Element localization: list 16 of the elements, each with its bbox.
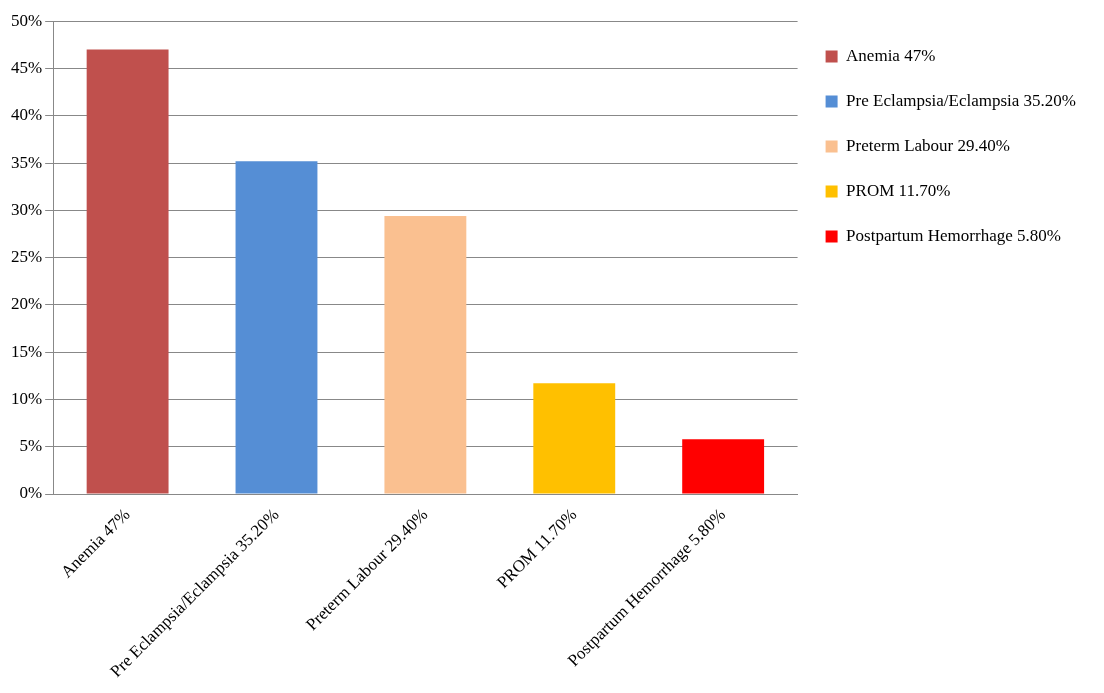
y-tick-label: 10% — [10, 388, 43, 408]
y-tick-label: 25% — [10, 247, 43, 267]
y-tick-label: 20% — [10, 294, 43, 314]
y-tick-label: 45% — [10, 57, 43, 77]
y-tick-label: 35% — [10, 152, 43, 172]
y-tick-label: 5% — [19, 436, 43, 456]
y-tick-label: 40% — [10, 105, 43, 125]
legend-label: Pre Eclampsia/Eclampsia 35.20% — [846, 90, 1077, 110]
y-tick-label: 15% — [10, 341, 43, 361]
y-tick-label: 50% — [10, 10, 43, 30]
y-tick-label: 30% — [10, 199, 43, 219]
legend-label: PROM 11.70% — [846, 180, 951, 200]
y-tick-label: 0% — [19, 483, 43, 503]
legend-label: Postpartum Hemorrhage 5.80% — [846, 225, 1061, 245]
legend-label: Anemia 47% — [846, 45, 936, 65]
legend-label: Preterm Labour 29.40% — [846, 135, 1010, 155]
